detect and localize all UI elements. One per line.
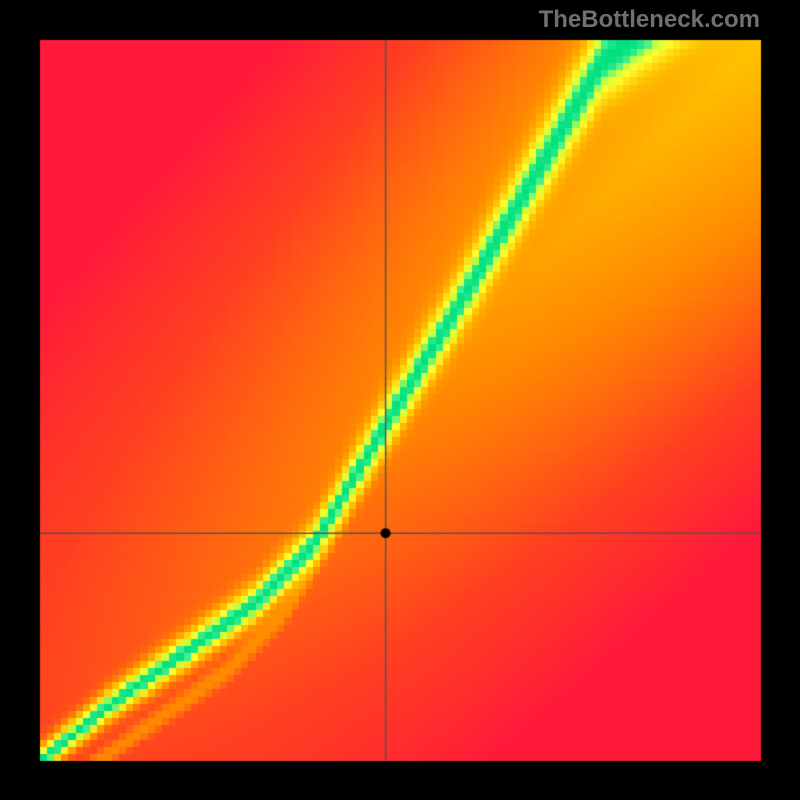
chart-container: TheBottleneck.com — [0, 0, 800, 800]
watermark-text: TheBottleneck.com — [539, 6, 760, 34]
bottleneck-heatmap — [0, 0, 800, 800]
